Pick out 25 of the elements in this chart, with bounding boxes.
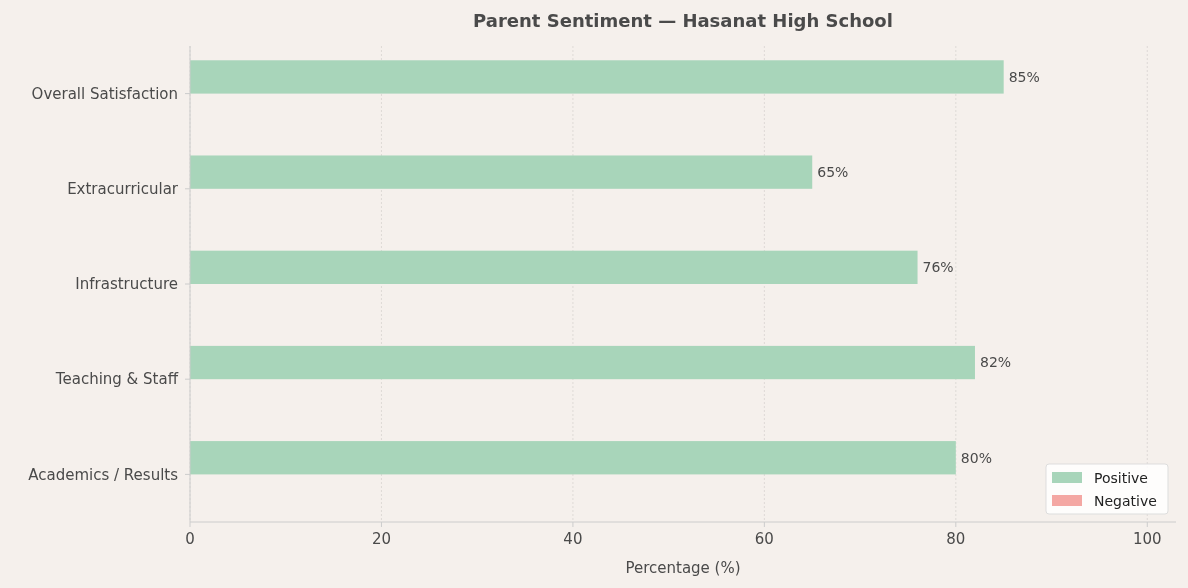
x-axis-title: Percentage (%): [625, 559, 741, 577]
x-tick-label: 40: [563, 530, 583, 548]
bar: [190, 155, 813, 189]
bar: [190, 250, 918, 284]
x-tick-label: 60: [754, 530, 774, 548]
y-tick-label: Academics / Results: [28, 465, 179, 484]
bar: [190, 345, 975, 380]
x-tick-label: 100: [1132, 530, 1162, 548]
data-label: 65%: [817, 164, 849, 181]
bar: [190, 441, 956, 475]
x-tick-label: 80: [946, 530, 966, 548]
x-tick-label: 20: [371, 530, 391, 548]
bar: [190, 60, 1004, 94]
x-tick-label: 0: [185, 530, 195, 548]
legend-label: Negative: [1094, 492, 1157, 509]
y-tick-label: Infrastructure: [75, 275, 178, 294]
data-label: 85%: [1008, 68, 1040, 85]
data-label: 80%: [960, 449, 992, 466]
y-tick-label: Overall Satisfaction: [31, 84, 178, 103]
chart-title: Parent Sentiment — Hasanat High School: [473, 10, 893, 31]
y-tick-label: Extracurricular: [67, 180, 179, 199]
y-tick-label: Teaching & Staff: [54, 370, 179, 389]
data-label: 82%: [979, 354, 1012, 371]
legend-label: Positive: [1094, 469, 1148, 486]
data-label: 76%: [922, 259, 954, 276]
